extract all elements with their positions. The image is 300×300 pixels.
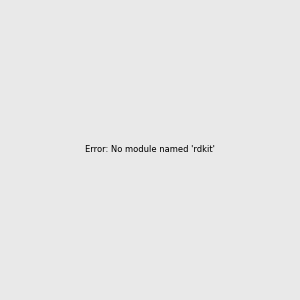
Text: Error: No module named 'rdkit': Error: No module named 'rdkit' xyxy=(85,146,215,154)
